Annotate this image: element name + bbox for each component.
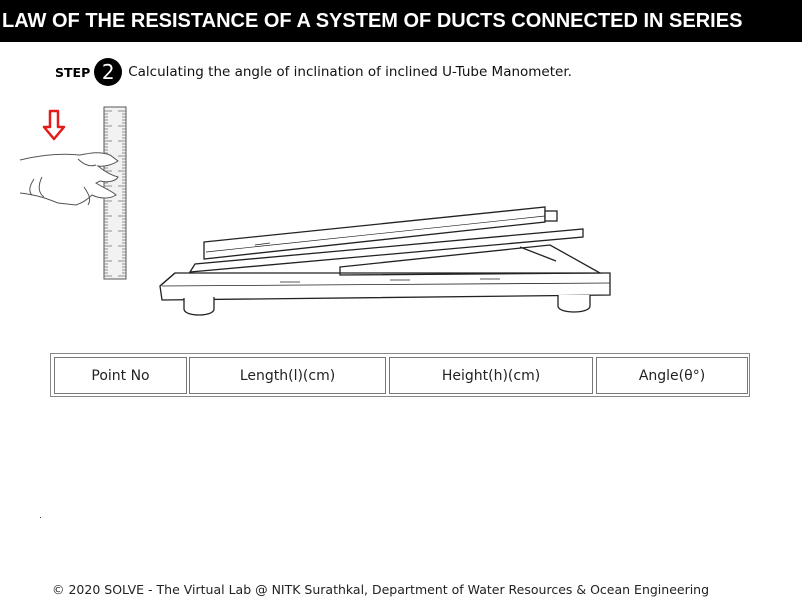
stray-dot [40,517,41,518]
table-header-length: Length(l)(cm) [189,357,386,394]
ruler[interactable] [103,106,127,280]
footer-copyright: © 2020 SOLVE - The Virtual Lab @ NITK Su… [52,582,710,597]
table-header-height: Height(h)(cm) [389,357,593,394]
readings-table: Point No Length(l)(cm) Height(h)(cm) Ang… [50,353,750,397]
step-label: STEP [55,64,91,80]
table-header-angle: Angle(θ°) [596,357,748,394]
manometer-illustration [19,106,611,316]
step-indicator: STEP 2 Calculating the angle of inclinat… [55,57,572,87]
page-title: LAW OF THE RESISTANCE OF A SYSTEM OF DUC… [0,0,802,42]
hand [19,152,119,206]
table-header-point-no: Point No [54,357,187,394]
inclined-manometer[interactable] [159,206,611,316]
down-arrow-icon[interactable] [42,109,66,141]
step-description: Calculating the angle of inclination of … [128,64,572,80]
step-number-badge: 2 [94,58,123,86]
